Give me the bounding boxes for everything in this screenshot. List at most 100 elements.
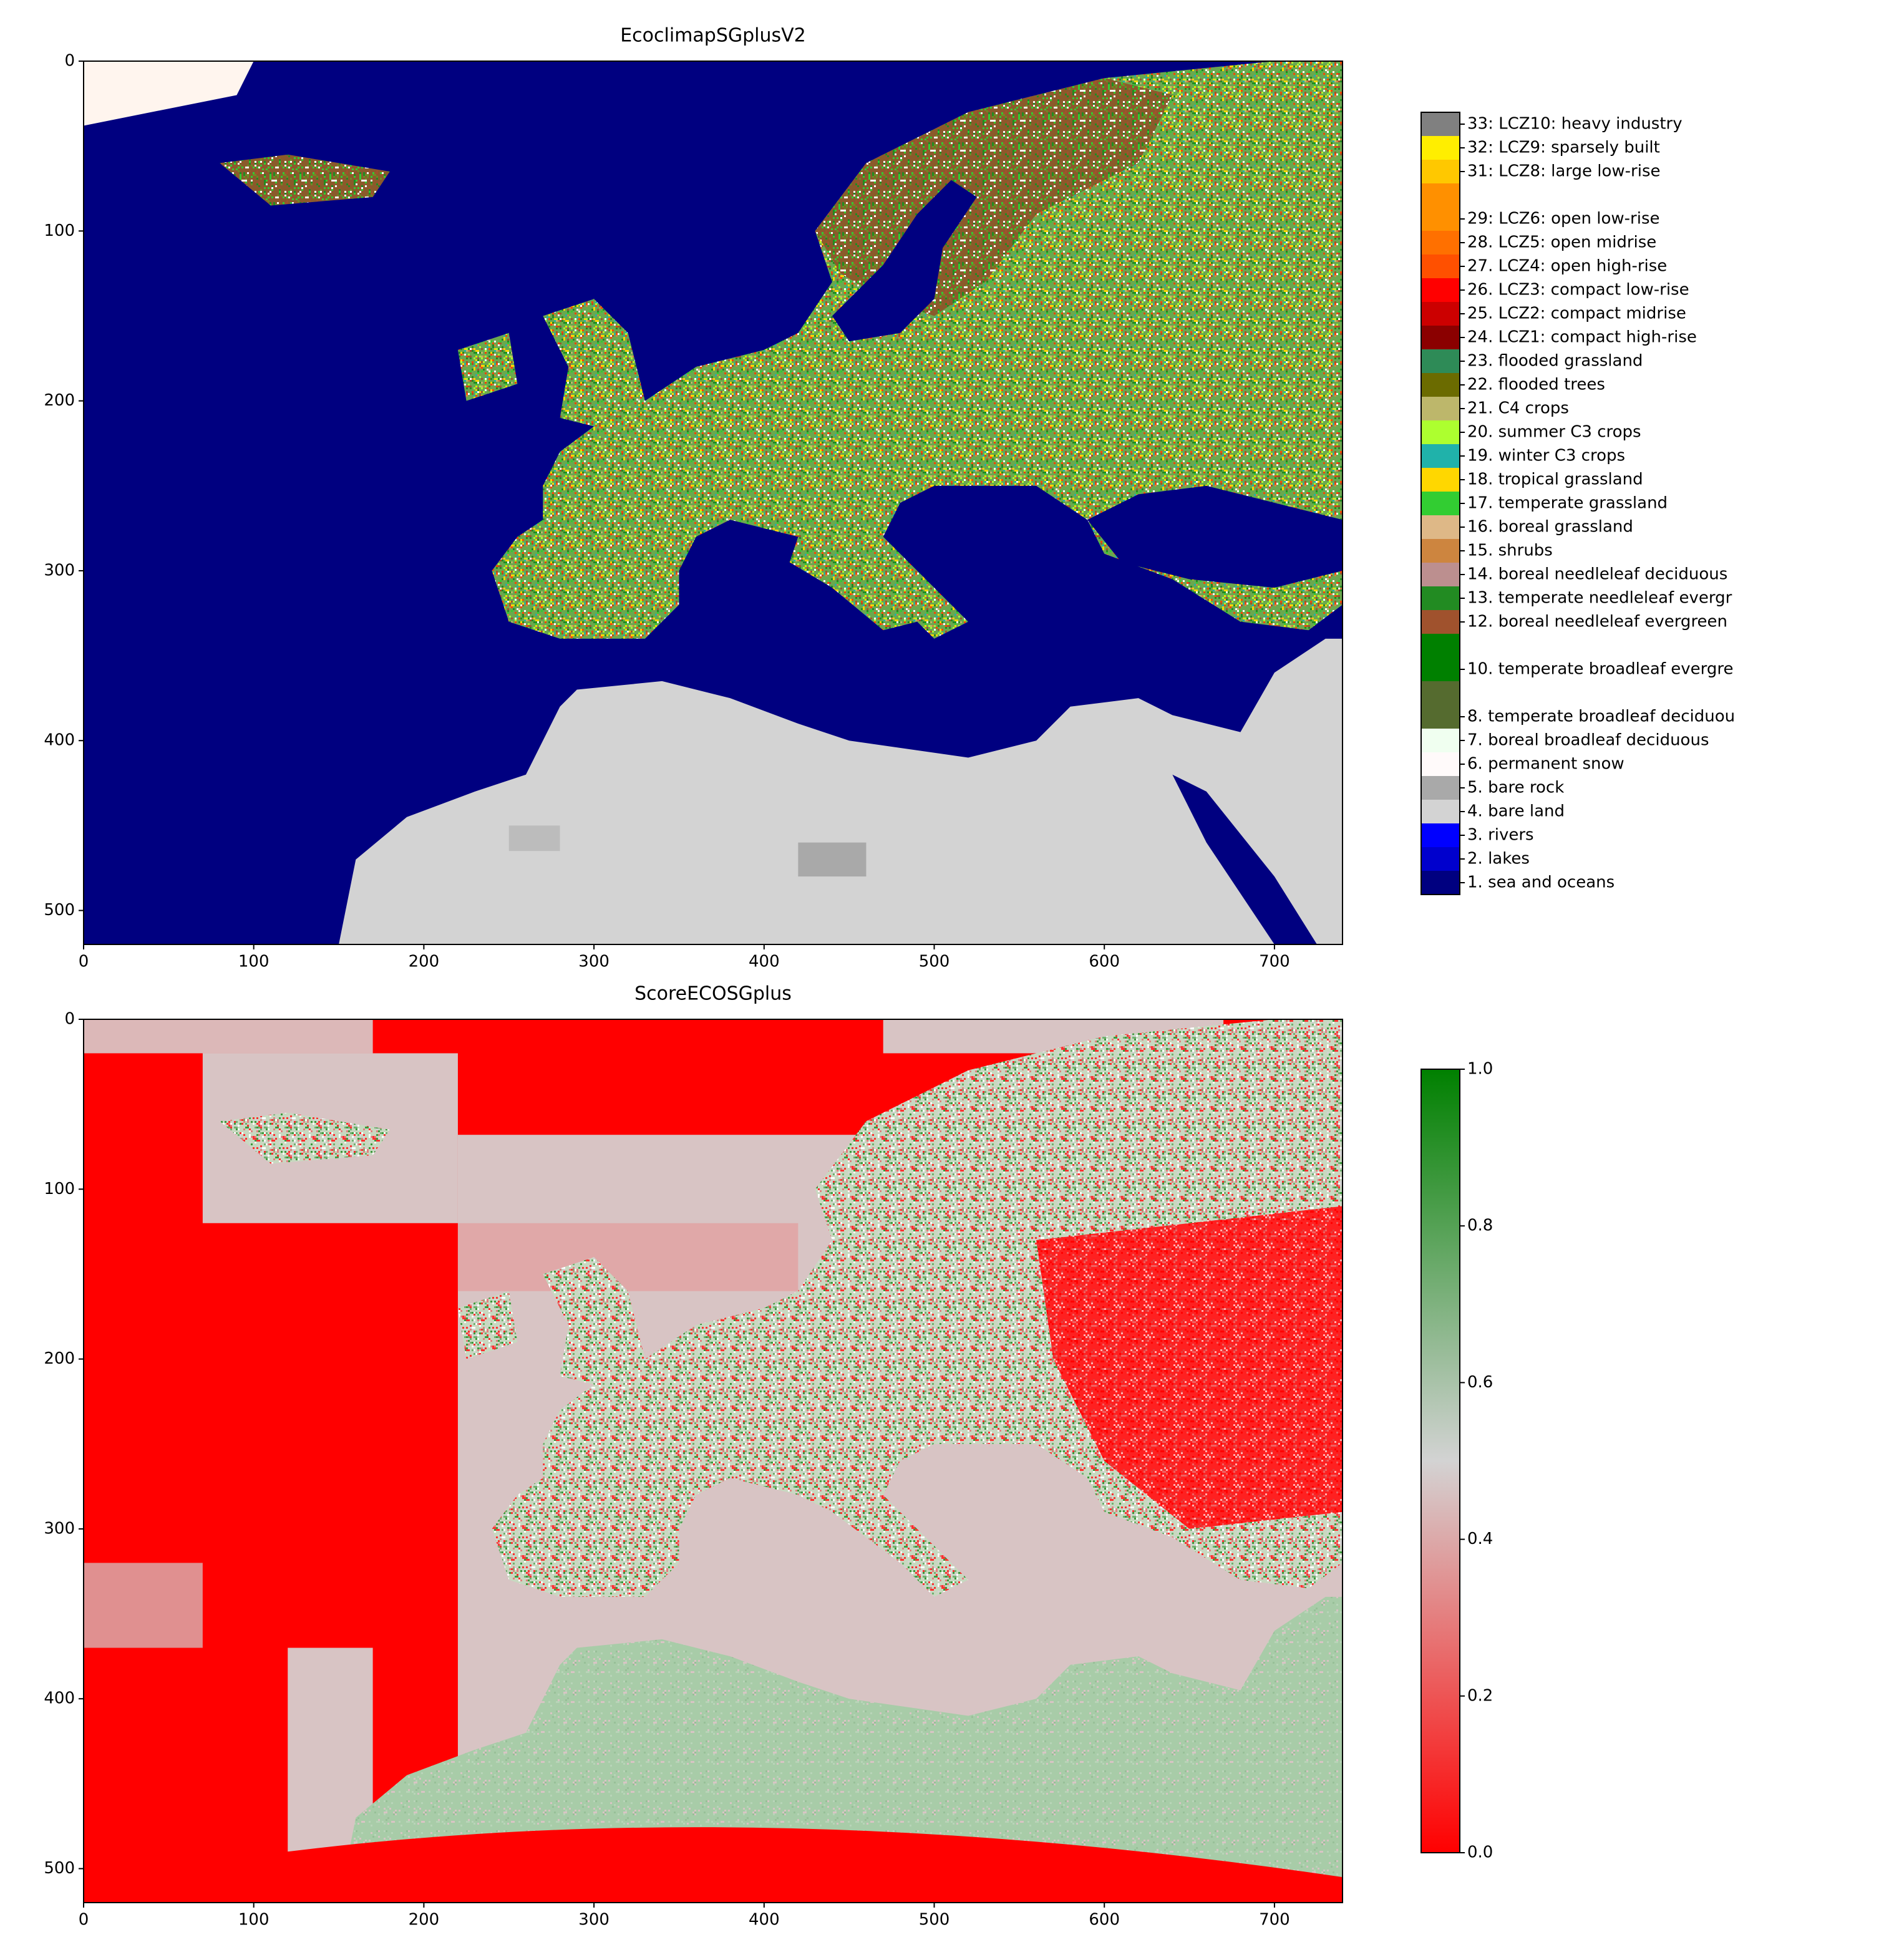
x-tick-label: 400 [749,1911,780,1929]
colorbar-label: 8. temperate broadleaf deciduou [1467,707,1735,726]
colorbar-label: 21. C4 crops [1467,399,1569,418]
colorbar-label: 15. shrubs [1467,541,1553,560]
colorbar-label: 1.0 [1467,1060,1493,1079]
colorbar-label: 10. temperate broadleaf evergre [1467,660,1733,679]
x-tick-label: 600 [1089,953,1120,971]
colorbar-label: 31: LCZ8: large low-rise [1467,162,1661,181]
x-tick-label: 500 [919,1911,950,1929]
colorbar-label: 2. lakes [1467,850,1530,868]
colorbar-label: 7. boreal broadleaf deciduous [1467,731,1709,750]
colorbar-cell [1421,681,1460,729]
x-tick-label: 500 [919,953,950,971]
colorbar-label: 17. temperate grassland [1467,494,1668,513]
x-tick-label: 300 [578,953,609,971]
colorbar-cell [1421,752,1460,776]
colorbar-label: 22. flooded trees [1467,376,1605,394]
y-tick-label: 400 [44,1689,75,1708]
plot-frame [83,61,1343,945]
chart-title: ScoreECOSGplus [634,983,792,1005]
colorbar-label: 13. temperate needleleaf evergr [1467,589,1732,608]
x-tick-label: 400 [749,953,780,971]
colorbar-label: 33: LCZ10: heavy industry [1467,115,1683,133]
colorbar-label: 27. LCZ4: open high-rise [1467,257,1667,276]
colorbar-label: 20. summer C3 crops [1467,423,1641,442]
colorbar-cell [1421,729,1460,752]
colorbar-cell [1421,776,1460,800]
colorbar-label: 23. flooded grassland [1467,352,1643,371]
colorbar-cell [1421,586,1460,610]
y-tick-label: 100 [44,221,75,240]
colorbar-cell [1421,515,1460,539]
y-tick-label: 200 [44,1349,75,1368]
plot-frame [83,1019,1343,1903]
colorbar-cell [1421,397,1460,420]
colorbar-label: 3. rivers [1467,826,1534,845]
colorbar-cell [1421,563,1460,586]
colorbar-cell [1421,847,1460,871]
x-tick-label: 700 [1259,1911,1290,1929]
colorbar-label: 19. winter C3 crops [1467,447,1625,465]
y-tick-label: 200 [44,391,75,410]
colorbar-cell [1421,255,1460,278]
colorbar-cell [1421,326,1460,349]
colorbar-cell [1421,800,1460,823]
colorbar-cell [1421,871,1460,895]
colorbar-label: 24. LCZ1: compact high-rise [1467,328,1697,347]
colorbar-label: 16. boreal grassland [1467,518,1633,536]
x-tick-label: 0 [79,953,89,971]
x-tick-label: 0 [79,1911,89,1929]
colorbar-label: 0.8 [1467,1216,1493,1235]
y-tick-label: 0 [64,1010,75,1029]
colorbar-cell [1421,349,1460,373]
colorbar-cell [1421,160,1460,183]
colorbar-cell [1421,420,1460,444]
x-tick-label: 700 [1259,953,1290,971]
y-tick-label: 100 [44,1180,75,1198]
colorbar-label: 26. LCZ3: compact low-rise [1467,281,1689,299]
colorbar-label: 0.2 [1467,1686,1493,1705]
colorbar-label: 29: LCZ6: open low-rise [1467,210,1660,228]
colorbar-cell [1421,634,1460,681]
map-image [84,1019,1343,1903]
colorbar-label: 5. bare rock [1467,779,1564,797]
colorbar-frame [1420,112,1460,895]
x-tick-label: 600 [1089,1911,1120,1929]
colorbar-label: 6. permanent snow [1467,755,1624,774]
y-tick-label: 0 [64,52,75,70]
colorbar-label: 1. sea and oceans [1467,873,1615,892]
colorbar-cell [1421,468,1460,492]
x-tick-label: 300 [578,1911,609,1929]
colorbar-gradient [1420,1069,1460,1853]
colorbar-label: 12. boreal needleleaf evergreen [1467,613,1727,631]
colorbar-cell [1421,492,1460,515]
x-tick-label: 200 [409,1911,440,1929]
colorbar-cell [1421,302,1460,326]
colorbar-cell [1421,136,1460,160]
colorbar-cell [1421,112,1460,136]
colorbar-label: 14. boreal needleleaf deciduous [1467,565,1727,584]
y-tick-label: 400 [44,731,75,750]
colorbar-cell [1421,539,1460,563]
x-tick-label: 100 [238,1911,270,1929]
colorbar-label: 28. LCZ5: open midrise [1467,233,1656,252]
colorbar-label: 0.0 [1467,1843,1493,1862]
y-tick-label: 300 [44,561,75,580]
colorbar-label: 4. bare land [1467,802,1565,821]
colorbar-label: 18. tropical grassland [1467,470,1643,489]
colorbar-label: 32: LCZ9: sparsely built [1467,138,1660,157]
colorbar-cell [1421,823,1460,847]
colorbar-cell [1421,610,1460,634]
colorbar-cell [1421,373,1460,397]
y-tick-label: 500 [44,1859,75,1878]
colorbar-cell [1421,278,1460,302]
colorbar-label: 0.6 [1467,1373,1493,1392]
chart-title: EcoclimapSGplusV2 [620,25,806,47]
colorbar-label: 25. LCZ2: compact midrise [1467,304,1686,323]
y-tick-label: 300 [44,1519,75,1538]
colorbar-cell [1421,444,1460,468]
x-tick-label: 200 [409,953,440,971]
colorbar-cell [1421,183,1460,231]
x-tick-label: 100 [238,953,270,971]
